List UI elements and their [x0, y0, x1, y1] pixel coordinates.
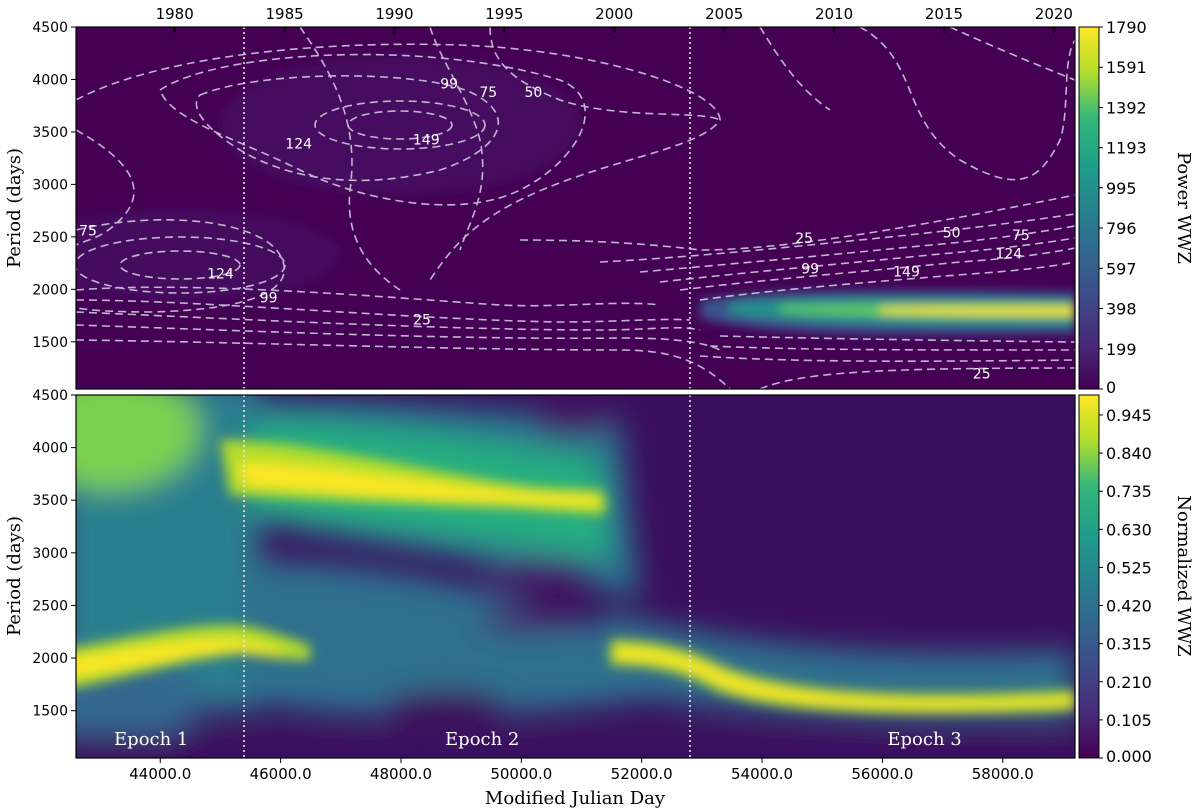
- bottom-ytick-label-1: 2000: [32, 651, 68, 667]
- normalized-cb-tick-label-4: 0.420: [1106, 597, 1152, 616]
- epoch-label-2: Epoch 2: [445, 729, 519, 750]
- year-tick-label-6: 2010: [815, 5, 853, 23]
- normalized-cb-tick-label-5: 0.525: [1106, 558, 1152, 577]
- year-tick-label-7: 2015: [925, 5, 963, 23]
- normalized-cb-tick-label-7: 0.735: [1106, 482, 1152, 501]
- top-ytick-label-2: 2500: [32, 230, 68, 246]
- top-y-axis: 1500 2000 2500 3000 3500 4000 4500: [32, 20, 76, 351]
- bottom-ylabel: Period (days): [4, 516, 25, 636]
- power-cb-tick-label-0: 0: [1106, 378, 1116, 397]
- normalized-cb-tick-label-3: 0.315: [1106, 635, 1152, 654]
- normalized-heatmap: Epoch 1 Epoch 2 Epoch 3: [76, 395, 1075, 758]
- power-wwz-panel: 99 75 50 149 124 75 124 99 25 25 50 75 99 149 124 25 19…: [4, 5, 1076, 390]
- power-cb-tick-label-1: 199: [1106, 340, 1137, 359]
- contour-label-9: 25: [795, 231, 813, 247]
- year-tick-label-8: 2020: [1035, 5, 1073, 23]
- top-ytick-label-6: 4500: [32, 20, 68, 36]
- contour-label-4: 124: [285, 136, 312, 152]
- epoch-labels: Epoch 1 Epoch 2 Epoch 3: [114, 729, 962, 750]
- contour-label-12: 99: [801, 261, 819, 277]
- normalized-cb-tick-label-2: 0.210: [1106, 673, 1152, 692]
- normalized-colorbar: 0.000 0.105 0.210 0.315 0.420 0.525 0.630 0.735…: [1078, 394, 1194, 766]
- xtick-label-2: 48000.0: [370, 765, 432, 783]
- power-cb-tick-label-9: 1790: [1106, 18, 1147, 37]
- contour-labels: 99 75 50 149 124 75 124 99 25 25 50 75 99 149 124 25: [79, 77, 1030, 383]
- contour-label-1: 75: [479, 85, 497, 101]
- xtick-label-3: 50000.0: [490, 765, 552, 783]
- top-axes-frame: [75, 26, 1076, 390]
- xtick-label-1: 46000.0: [250, 765, 312, 783]
- bottom-ytick-label-6: 4500: [32, 388, 68, 404]
- top-ytick-label-4: 3500: [32, 125, 68, 141]
- normalized-cb-tick-label-6: 0.630: [1106, 520, 1152, 539]
- power-cb-tick-label-3: 597: [1106, 259, 1137, 278]
- bottom-ytick-label-0: 1500: [32, 704, 68, 720]
- top-ytick-label-0: 1500: [32, 335, 68, 351]
- top-ytick-label-1: 2000: [32, 282, 68, 298]
- bottom-ytick-label-2: 2500: [32, 598, 68, 614]
- power-cb-tick-label-4: 796: [1106, 219, 1137, 238]
- xtick-label-5: 54000.0: [731, 765, 793, 783]
- epoch-label-3: Epoch 3: [887, 729, 961, 750]
- normalized-colorbar-ticks: 0.000 0.105 0.210 0.315 0.420 0.525 0.630 0.735…: [1099, 406, 1152, 766]
- normalized-cb-tick-label-1: 0.105: [1106, 711, 1152, 730]
- year-tick-label-0: 1980: [156, 5, 194, 23]
- top-ytick-label-5: 4000: [32, 72, 68, 88]
- contour-label-14: 124: [995, 247, 1022, 263]
- normalized-cb-tick-label-9: 0.945: [1106, 406, 1152, 425]
- power-cb-tick-label-5: 995: [1106, 179, 1137, 198]
- contour-label-10: 50: [943, 226, 961, 242]
- normalized-colorbar-gradient: [1078, 394, 1100, 759]
- contour-label-3: 149: [413, 132, 440, 148]
- power-colorbar-label: Power WWZ: [1173, 152, 1194, 264]
- power-colorbar: 0 199 398 597 796 995 1193 1392 1591 1790 Power W…: [1078, 18, 1194, 397]
- normalized-cb-tick-label-0: 0.000: [1106, 747, 1152, 766]
- bottom-ytick-label-3: 3000: [32, 546, 68, 562]
- contour-label-15: 25: [973, 366, 991, 382]
- bottom-ytick-label-4: 3500: [32, 493, 68, 509]
- contour-label-6: 124: [207, 267, 234, 283]
- power-cb-tick-label-8: 1591: [1106, 58, 1147, 77]
- xtick-label-6: 56000.0: [851, 765, 913, 783]
- contour-lines: [76, 27, 1075, 389]
- year-tick-label-3: 1995: [485, 5, 523, 23]
- power-colorbar-ticks: 0 199 398 597 796 995 1193 1392 1591 1790: [1099, 18, 1147, 397]
- power-heatmap: 99 75 50 149 124 75 124 99 25 25 50 75 99 149 124 25: [76, 27, 1075, 389]
- year-tick-label-5: 2005: [705, 5, 743, 23]
- top-ytick-label-3: 3000: [32, 177, 68, 193]
- bottom-xlabel: Modified Julian Day: [485, 788, 666, 809]
- xtick-label-0: 44000.0: [129, 765, 191, 783]
- power-cb-tick-label-7: 1392: [1106, 98, 1147, 117]
- contour-label-2: 50: [524, 85, 542, 101]
- normalized-wwz-panel: Epoch 1 Epoch 2 Epoch 3 44000.0 46000.0 4800…: [4, 388, 1076, 809]
- xtick-label-7: 58000.0: [972, 765, 1034, 783]
- contour-label-0: 99: [440, 77, 458, 93]
- year-tick-label-1: 1985: [265, 5, 303, 23]
- normalized-colorbar-label: Normalized WWZ: [1173, 495, 1194, 656]
- contour-label-11: 75: [1012, 228, 1030, 244]
- contour-label-7: 99: [260, 291, 278, 307]
- bottom-axes-frame: [75, 394, 1076, 759]
- power-cb-tick-label-6: 1193: [1106, 139, 1147, 158]
- power-colorbar-gradient: [1078, 26, 1100, 390]
- power-cb-tick-label-2: 398: [1106, 300, 1137, 319]
- year-tick-label-4: 2000: [595, 5, 633, 23]
- xtick-label-4: 52000.0: [611, 765, 673, 783]
- normalized-cb-tick-label-8: 0.840: [1106, 444, 1152, 463]
- year-tick-label-2: 1990: [375, 5, 413, 23]
- epoch-label-1: Epoch 1: [114, 729, 188, 750]
- top-year-axis: 1980 1985 1990 1995 2000 2005 2010 2015 2020: [156, 5, 1073, 33]
- contour-label-8: 25: [413, 313, 431, 329]
- bottom-y-axis: 1500 2000 2500 3000 3500 4000 4500: [32, 388, 76, 720]
- contour-label-13: 149: [893, 264, 920, 280]
- contour-label-5: 75: [79, 224, 97, 240]
- bottom-x-axis: 44000.0 46000.0 48000.0 50000.0 52000.0 54000…: [129, 758, 1034, 783]
- top-ylabel: Period (days): [4, 148, 25, 268]
- bottom-ytick-label-5: 4000: [32, 441, 68, 457]
